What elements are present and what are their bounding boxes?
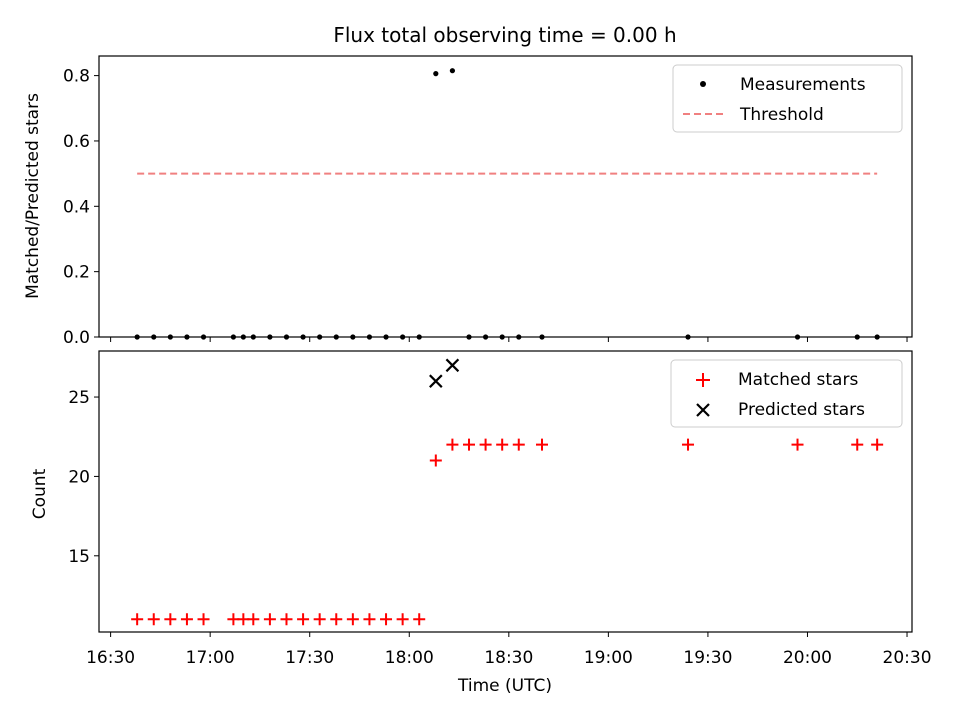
matched-star-point [180,613,193,626]
bottom-y-tick-label: 25 [68,388,90,408]
matched-star-point [147,613,160,626]
x-tick-label: 17:30 [285,648,334,668]
bottom-axes-frame [98,350,913,633]
top-y-tick-label: 0.2 [63,263,90,283]
x-tick-label: 16:30 [86,648,135,668]
x-tick-label: 20:30 [883,648,932,668]
matched-star-point [512,438,525,451]
matched-star-point [346,613,359,626]
matched-star-point [496,438,509,451]
predicted-star-point [445,358,460,373]
x-tick-label: 18:30 [484,648,533,668]
matched-star-point [330,613,343,626]
chart-title: Flux total observing time = 0.00 h [333,23,676,47]
measurement-point [433,71,439,77]
x-tick-label: 19:30 [683,648,732,668]
matched-star-point [280,613,293,626]
matched-star-point [247,613,260,626]
top-legend: Measurements Threshold [672,64,903,133]
matched-star-point [446,438,459,451]
matched-star-point [263,613,276,626]
top-y-tick-label: 0.6 [63,132,90,152]
matched-star-point [164,613,177,626]
top-legend-box [672,64,903,133]
top-y-axis-label: Matched/Predicted stars [23,93,43,299]
count-panel: Count Time (UTC) 16:30 17:00 17:30 18:00 18:… [30,350,932,696]
matched-star-point [396,613,409,626]
matched-star-point [380,613,393,626]
measurement-point [449,68,456,74]
bottom-y-tick-label: 15 [68,547,90,567]
matched-star-point [871,438,884,451]
legend-matched-label: Matched stars [738,370,858,390]
legend-measurements-label: Measurements [740,75,866,95]
matched-star-point [297,613,310,626]
legend-measurements-marker [700,81,706,87]
matched-star-point [363,613,376,626]
matched-star-point [313,613,326,626]
top-y-tick-label: 0.8 [63,67,90,87]
bottom-plot-area: 16:30 17:00 17:30 18:00 18:30 19:00 19:30 20:00… [68,358,932,668]
top-axes-frame [98,55,913,338]
top-y-tick-label: 0.4 [63,197,90,217]
legend-threshold-label: Threshold [739,105,824,125]
legend-matched-marker [696,373,710,387]
bottom-legend: Matched stars Predicted stars [670,359,903,428]
matched-star-point [479,438,492,451]
matched-star-point [851,438,864,451]
ratio-panel: Flux total observing time = 0.00 h Match… [23,23,913,348]
bottom-y-axis-label: Count [30,468,50,519]
matched-star-point [682,438,695,451]
matched-star-point [791,438,804,451]
legend-predicted-marker [696,403,710,417]
matched-star-point [429,454,442,467]
matched-star-point [413,613,426,626]
matched-star-point [536,438,549,451]
matched-star-point [197,613,210,626]
x-tick-label: 17:00 [186,648,235,668]
matched-star-point [131,613,144,626]
top-y-tick-label: 0.0 [63,328,90,348]
predicted-star-point [429,374,443,388]
matched-star-point [462,438,475,451]
legend-predicted-label: Predicted stars [738,400,865,420]
x-axis-label: Time (UTC) [457,676,552,696]
bottom-legend-box [670,359,903,428]
bottom-y-tick-label: 20 [68,467,90,487]
x-tick-label: 20:00 [783,648,832,668]
x-tick-label: 18:00 [385,648,434,668]
x-tick-label: 19:00 [584,648,633,668]
